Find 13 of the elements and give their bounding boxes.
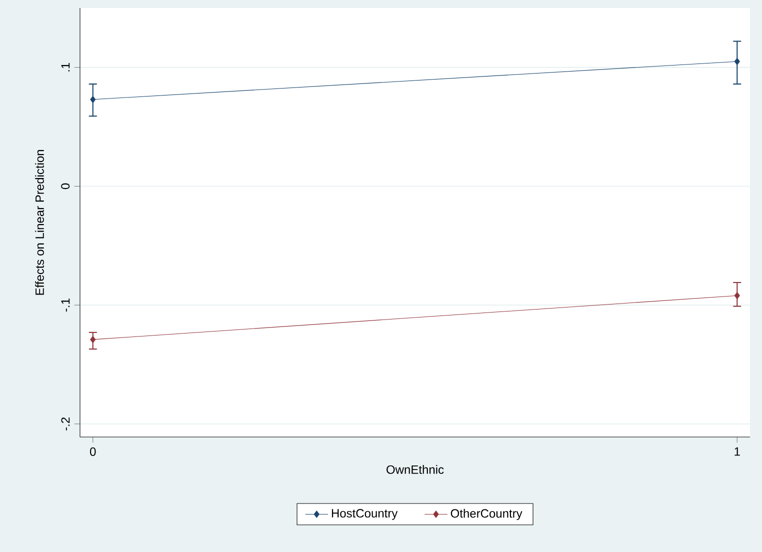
y-tick-label: 0 <box>61 183 70 190</box>
point <box>734 58 740 66</box>
point <box>90 336 96 344</box>
y-axis-title: Effects on Linear Prediction <box>35 150 44 295</box>
legend-label: OtherCountry <box>450 508 522 520</box>
x-axis-title: OwnEthnic <box>386 465 444 474</box>
y-tick-label: .1 <box>61 62 70 72</box>
x-tick-label: 1 <box>734 447 740 456</box>
y-tick-label: -.2 <box>61 418 70 430</box>
point <box>734 292 740 300</box>
y-tick-label: -.1 <box>61 298 70 312</box>
legend-label: HostCountry <box>332 509 398 520</box>
point <box>90 96 96 104</box>
